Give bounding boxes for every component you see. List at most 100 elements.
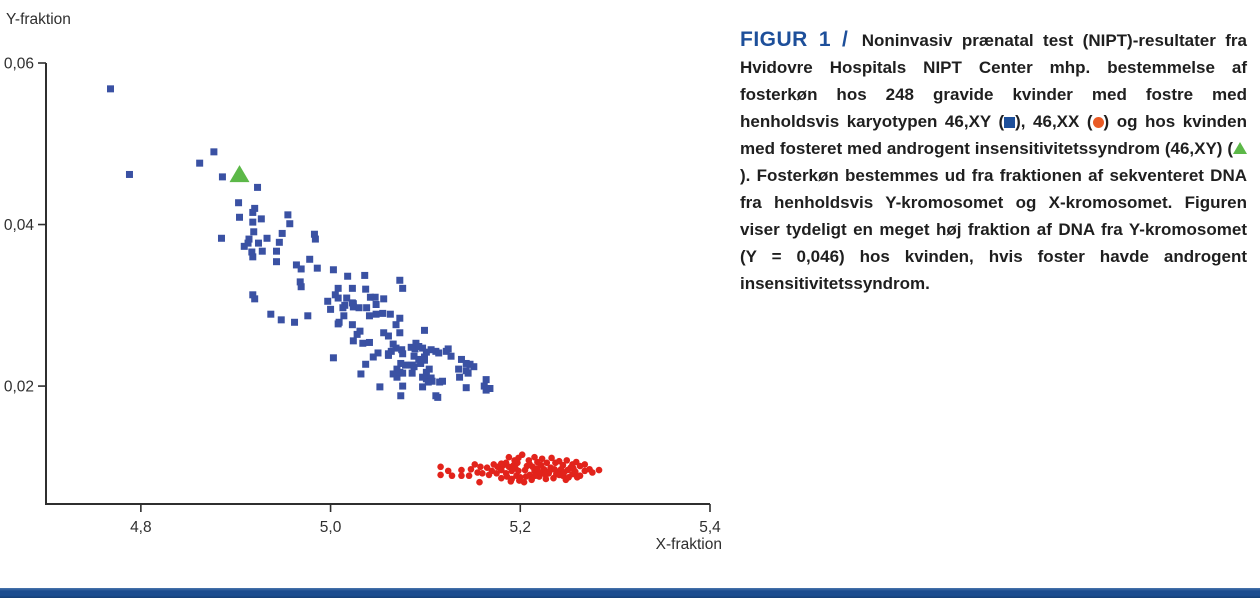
- data-point-square: [359, 339, 367, 347]
- data-point-square: [327, 305, 335, 313]
- data-point-circle: [458, 472, 465, 480]
- data-point-square: [244, 239, 252, 247]
- data-point-square: [361, 271, 369, 279]
- data-point-square: [384, 332, 392, 340]
- data-point-square: [379, 309, 387, 317]
- data-point-square: [397, 359, 405, 367]
- data-point-square: [125, 170, 133, 178]
- data-point-square: [236, 213, 244, 221]
- data-point-square: [427, 374, 435, 382]
- data-point-circle: [522, 473, 530, 480]
- data-point-square: [366, 293, 374, 301]
- data-point-square: [486, 385, 494, 392]
- x-tick-label: 5,4: [699, 519, 721, 536]
- data-point-circle: [483, 464, 491, 471]
- data-point-square: [380, 329, 388, 337]
- data-point-square: [408, 369, 416, 377]
- data-point-square: [420, 356, 428, 364]
- x-axis-title: X-fraktion: [655, 536, 722, 553]
- data-point-square: [396, 276, 404, 284]
- data-point-square: [249, 208, 257, 216]
- data-point-circle: [458, 466, 465, 474]
- data-point-square: [297, 265, 305, 273]
- data-point-square: [334, 284, 342, 292]
- data-point-square: [235, 199, 243, 207]
- data-point-square: [250, 228, 258, 236]
- data-point-square: [357, 370, 365, 378]
- data-point-circle: [474, 469, 481, 476]
- data-point-square: [369, 353, 377, 361]
- data-point-square: [304, 312, 312, 320]
- data-point-square: [251, 204, 259, 212]
- data-point-square: [393, 373, 401, 381]
- data-point-circle: [505, 453, 513, 461]
- data-point-square: [263, 234, 271, 242]
- data-point-square: [348, 284, 356, 292]
- data-point-square: [249, 218, 257, 226]
- data-point-square: [417, 359, 425, 367]
- data-point-square: [415, 355, 423, 363]
- data-point-circle: [437, 463, 444, 471]
- data-point-circle: [560, 469, 568, 476]
- data-point-circle: [543, 459, 551, 467]
- data-point-circle: [465, 472, 473, 480]
- data-point-square: [457, 355, 465, 363]
- data-point-square: [398, 346, 406, 354]
- scatter-plot-canvas: 0,02 0,04 0,06 4,8 5,0 5,2 5,4: [4, 56, 721, 537]
- data-point-square: [372, 310, 380, 318]
- data-point-square: [424, 378, 432, 386]
- data-point-square: [422, 348, 430, 356]
- data-point-square: [419, 344, 427, 352]
- data-point-circle: [548, 454, 555, 462]
- data-point-circle: [570, 465, 577, 472]
- data-point-circle: [471, 461, 479, 468]
- caption-text-2: ), 46,XX (: [1015, 112, 1093, 131]
- data-point-square: [349, 303, 357, 311]
- data-point-square: [362, 360, 370, 368]
- data-point-square: [397, 392, 405, 400]
- data-point-square: [340, 312, 348, 320]
- ais-triangle-icon: [1233, 142, 1247, 154]
- data-point-circle: [581, 467, 589, 475]
- data-point-square: [380, 295, 388, 303]
- data-point-circle: [541, 470, 549, 478]
- data-point-square: [296, 278, 304, 286]
- footer-rule-bar: [0, 588, 1260, 598]
- data-point-square: [420, 326, 428, 334]
- y-axis-title: Y-fraktion: [6, 11, 71, 28]
- data-point-circle: [581, 461, 589, 468]
- figure-title: FIGUR 1 /: [740, 28, 849, 51]
- data-point-square: [291, 318, 299, 326]
- data-point-circle: [515, 467, 522, 475]
- data-point-square: [249, 291, 257, 299]
- data-point-square: [447, 352, 455, 360]
- figure-caption: FIGUR 1 / Noninvasiv prænatal test (NIPT…: [740, 26, 1247, 297]
- data-point-square: [349, 337, 357, 345]
- data-point-circle: [563, 457, 571, 464]
- data-point-square: [456, 373, 464, 381]
- data-point-square: [249, 253, 257, 261]
- data-point-square: [335, 318, 343, 326]
- data-point-square: [402, 361, 410, 369]
- data-point-square: [422, 368, 430, 376]
- data-point-square: [372, 301, 380, 308]
- data-point-square: [392, 344, 400, 352]
- data-point-square: [273, 258, 281, 266]
- data-point-square: [399, 284, 407, 292]
- data-point-square: [251, 295, 259, 303]
- nipt-scatter-chart: Y-fraktion 0,02 0,04 0,06 4,8 5,0 5,2 5,4 X-fr…: [4, 11, 722, 553]
- data-point-circle: [437, 471, 444, 479]
- data-point-square: [248, 248, 256, 256]
- data-point-square: [329, 354, 337, 362]
- data-point-square: [439, 377, 447, 385]
- data-point-circle: [537, 461, 545, 469]
- data-point-square: [356, 327, 364, 335]
- data-point-square: [464, 369, 472, 377]
- y-tick-label: 0,04: [4, 217, 35, 234]
- x-tick-label: 5,2: [510, 519, 532, 536]
- data-point-square: [462, 359, 470, 367]
- data-point-square: [278, 229, 286, 237]
- data-point-square: [217, 234, 225, 242]
- data-point-square: [399, 382, 407, 390]
